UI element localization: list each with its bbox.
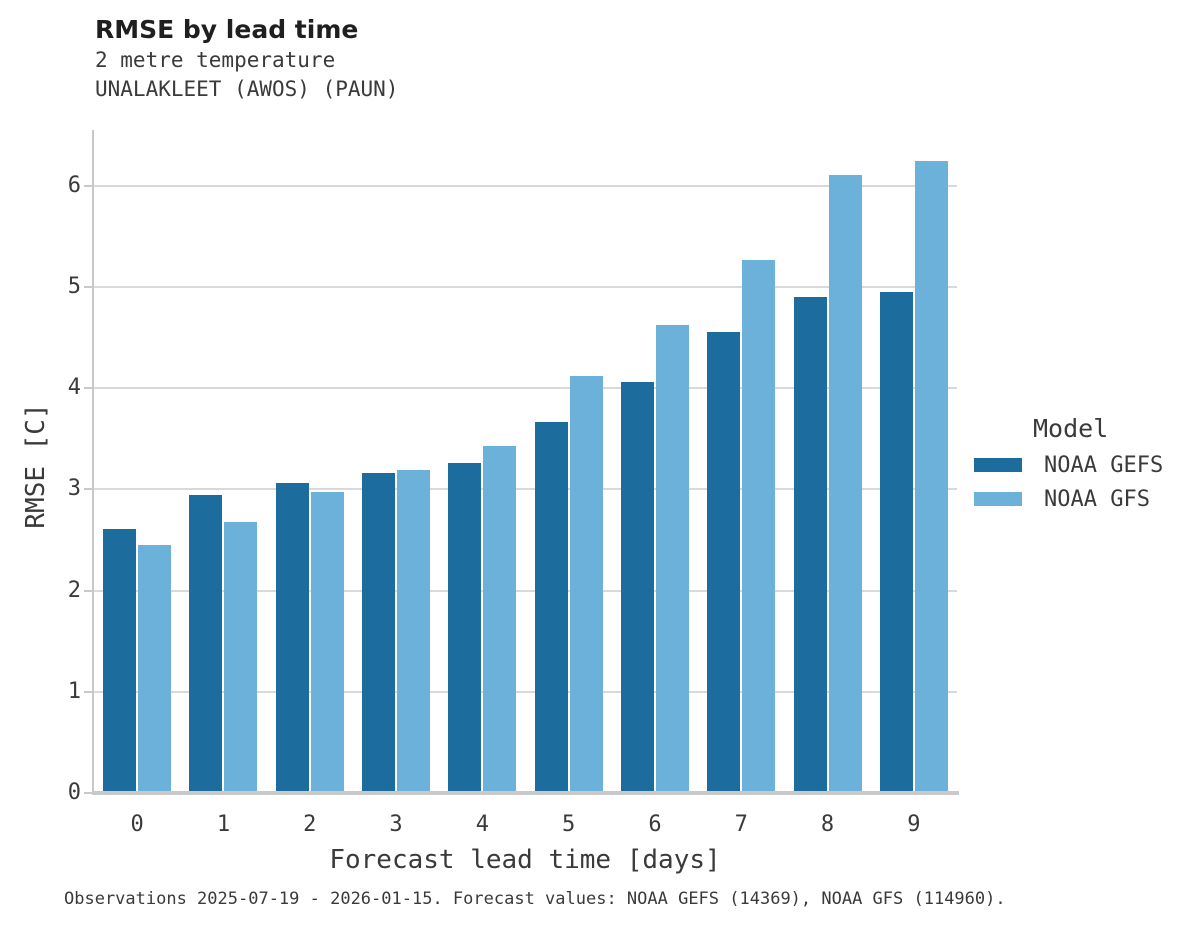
legend-label-noaa-gefs: NOAA GEFS <box>1044 452 1164 478</box>
x-axis-line <box>92 791 959 795</box>
gridline-y-4 <box>94 387 957 390</box>
plot-area: 0 1 2 3 4 5 6 7 8 9 0 1 2 3 4 5 6 <box>68 130 959 837</box>
y-tick-label-3: 3 <box>67 476 81 502</box>
bar-noaa-gfs-lead-3 <box>397 470 431 793</box>
legend-item-noaa-gfs: NOAA GFS <box>974 486 1163 512</box>
bar-noaa-gefs-lead-9 <box>879 291 913 793</box>
x-tick-label-5: 5 <box>562 812 576 837</box>
y-tick-0 <box>84 792 92 794</box>
y-tick-5 <box>84 285 92 288</box>
bar-noaa-gefs-lead-7 <box>707 332 741 793</box>
legend-title: Model <box>1033 414 1109 443</box>
gridline-y-6 <box>94 184 957 187</box>
x-tick-label-7: 7 <box>734 812 748 837</box>
gridline-y-3 <box>94 488 957 491</box>
bar-noaa-gfs-lead-4 <box>483 445 517 793</box>
y-tick-4 <box>84 387 92 390</box>
gridline-y-1 <box>94 690 957 693</box>
y-tick-3 <box>84 488 92 491</box>
bar-noaa-gefs-lead-8 <box>793 297 827 793</box>
x-tick-label-2: 2 <box>303 812 317 837</box>
bar-noaa-gfs-lead-0 <box>138 545 172 793</box>
x-tick-label-0: 0 <box>130 812 144 837</box>
y-tick-1 <box>84 690 92 693</box>
bar-noaa-gfs-lead-8 <box>828 174 862 793</box>
footnote: Observations 2025-07-19 - 2026-01-15. Fo… <box>64 889 1006 909</box>
bar-noaa-gefs-lead-0 <box>103 528 137 793</box>
x-tick-label-8: 8 <box>820 812 835 837</box>
bar-noaa-gfs-lead-2 <box>310 492 344 793</box>
bar-noaa-gefs-lead-2 <box>275 483 309 793</box>
y-tick-6 <box>84 184 92 187</box>
bar-noaa-gfs-lead-5 <box>569 375 603 793</box>
y-axis-title: RMSE [C] <box>21 403 51 529</box>
y-tick-label-2: 2 <box>67 577 81 603</box>
legend-swatch-noaa-gfs <box>974 492 1022 506</box>
chart-subtitle-line2: UNALAKLEET (AWOS) (PAUN) <box>95 77 399 101</box>
legend-label-noaa-gfs: NOAA GFS <box>1044 486 1150 512</box>
bar-noaa-gfs-lead-7 <box>742 259 776 793</box>
bar-noaa-gfs-lead-1 <box>224 521 258 793</box>
legend-items: NOAA GEFS NOAA GFS <box>974 452 1163 512</box>
gridline-y-2 <box>94 589 957 592</box>
x-tick-label-4: 4 <box>475 812 489 837</box>
bar-noaa-gefs-lead-3 <box>362 473 396 793</box>
bar-noaa-gefs-lead-1 <box>189 495 223 793</box>
x-tick-label-3: 3 <box>389 812 403 837</box>
x-axis-title: Forecast lead time [days] <box>329 845 721 875</box>
chart-header: RMSE by lead time 2 metre temperature UN… <box>95 13 398 104</box>
x-tick-label-1: 1 <box>216 812 231 837</box>
legend-item-noaa-gefs: NOAA GEFS <box>974 452 1163 478</box>
x-tick-label-9: 9 <box>907 812 921 837</box>
chart-subtitle-line1: 2 metre temperature <box>95 48 336 72</box>
y-tick-label-4: 4 <box>67 375 81 401</box>
bar-noaa-gefs-lead-6 <box>620 382 654 793</box>
y-tick-label-5: 5 <box>67 273 81 299</box>
y-tick-label-1: 1 <box>67 678 81 704</box>
x-tick-label-6: 6 <box>648 812 662 837</box>
chart-title: RMSE by lead time <box>95 15 359 44</box>
y-tick-label-6: 6 <box>67 172 81 198</box>
bar-noaa-gefs-lead-4 <box>448 463 482 793</box>
legend-swatch-noaa-gefs <box>974 458 1022 472</box>
bar-noaa-gfs-lead-9 <box>914 161 948 793</box>
gridline-y-5 <box>94 285 957 288</box>
y-axis-line <box>92 130 94 793</box>
y-tick-2 <box>84 589 92 592</box>
legend: Model NOAA GEFS NOAA GFS <box>974 414 1163 512</box>
bar-noaa-gfs-lead-6 <box>655 325 689 793</box>
y-tick-label-0: 0 <box>67 780 81 805</box>
bar-noaa-gefs-lead-5 <box>534 421 568 793</box>
